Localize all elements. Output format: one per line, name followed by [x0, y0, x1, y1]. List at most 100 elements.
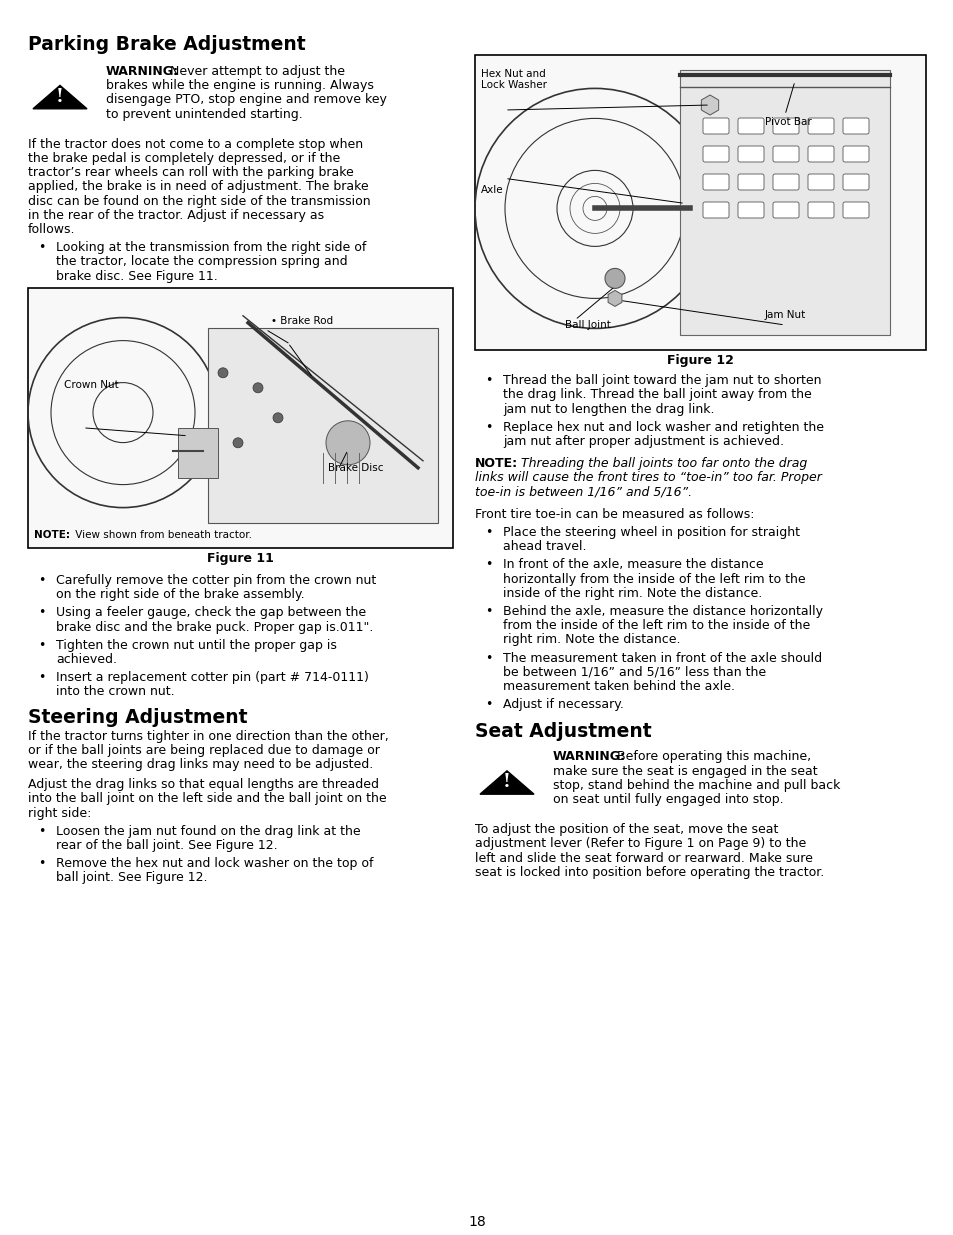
- FancyBboxPatch shape: [807, 146, 833, 162]
- Text: Steering Adjustment: Steering Adjustment: [28, 708, 247, 726]
- Text: If the tractor turns tighter in one direction than the other,: If the tractor turns tighter in one dire…: [28, 730, 388, 742]
- Text: disengage PTO, stop engine and remove key: disengage PTO, stop engine and remove ke…: [106, 94, 387, 106]
- Text: !: !: [502, 773, 511, 792]
- Text: •: •: [484, 652, 492, 664]
- Text: into the crown nut.: into the crown nut.: [56, 685, 174, 699]
- FancyBboxPatch shape: [807, 174, 833, 190]
- Text: be between 1/16” and 5/16” less than the: be between 1/16” and 5/16” less than the: [502, 666, 765, 679]
- FancyBboxPatch shape: [772, 203, 799, 219]
- Text: •: •: [484, 374, 492, 388]
- FancyBboxPatch shape: [842, 174, 868, 190]
- Text: !: !: [56, 88, 64, 106]
- Text: NOTE:: NOTE:: [34, 530, 70, 540]
- Text: •: •: [38, 606, 46, 620]
- Text: toe-in is between 1/16” and 5/16”.: toe-in is between 1/16” and 5/16”.: [475, 485, 691, 499]
- FancyBboxPatch shape: [772, 119, 799, 135]
- Text: jam nut after proper adjustment is achieved.: jam nut after proper adjustment is achie…: [502, 435, 783, 448]
- Text: measurement taken behind the axle.: measurement taken behind the axle.: [502, 680, 734, 693]
- FancyBboxPatch shape: [772, 146, 799, 162]
- Text: Threading the ball joints too far onto the drag: Threading the ball joints too far onto t…: [517, 457, 806, 471]
- Text: achieved.: achieved.: [56, 653, 117, 666]
- Text: Pivot Bar: Pivot Bar: [764, 117, 811, 127]
- Text: Remove the hex nut and lock washer on the top of: Remove the hex nut and lock washer on th…: [56, 857, 374, 871]
- Text: into the ball joint on the left side and the ball joint on the: into the ball joint on the left side and…: [28, 793, 386, 805]
- Text: in the rear of the tractor. Adjust if necessary as: in the rear of the tractor. Adjust if ne…: [28, 209, 324, 222]
- Text: Carefully remove the cotter pin from the crown nut: Carefully remove the cotter pin from the…: [56, 574, 375, 587]
- FancyBboxPatch shape: [702, 174, 728, 190]
- Text: left and slide the seat forward or rearward. Make sure: left and slide the seat forward or rearw…: [475, 852, 812, 864]
- Text: Jam Nut: Jam Nut: [764, 310, 805, 320]
- FancyBboxPatch shape: [738, 203, 763, 219]
- Text: •: •: [38, 638, 46, 652]
- Text: Adjust if necessary.: Adjust if necessary.: [502, 698, 623, 711]
- Text: •: •: [484, 558, 492, 572]
- Polygon shape: [479, 771, 534, 794]
- Text: Axle: Axle: [480, 185, 503, 195]
- Text: Insert a replacement cotter pin (part # 714-0111): Insert a replacement cotter pin (part # …: [56, 671, 369, 684]
- Text: Behind the axle, measure the distance horizontally: Behind the axle, measure the distance ho…: [502, 605, 822, 618]
- Text: stop, stand behind the machine and pull back: stop, stand behind the machine and pull …: [553, 779, 840, 792]
- Text: Place the steering wheel in position for straight: Place the steering wheel in position for…: [502, 526, 800, 538]
- Text: Seat Adjustment: Seat Adjustment: [475, 722, 651, 741]
- Text: WARNING:: WARNING:: [106, 65, 179, 78]
- Text: brake disc and the brake puck. Proper gap is.011".: brake disc and the brake puck. Proper ga…: [56, 621, 373, 634]
- Text: links will cause the front tires to “toe-in” too far. Proper: links will cause the front tires to “toe…: [475, 472, 821, 484]
- Text: make sure the seat is engaged in the seat: make sure the seat is engaged in the sea…: [553, 764, 817, 778]
- Text: Using a feeler gauge, check the gap between the: Using a feeler gauge, check the gap betw…: [56, 606, 366, 620]
- Text: •: •: [38, 671, 46, 684]
- Text: •: •: [38, 574, 46, 587]
- Text: seat is locked into position before operating the tractor.: seat is locked into position before oper…: [475, 866, 823, 879]
- Text: the tractor, locate the compression spring and: the tractor, locate the compression spri…: [56, 256, 347, 268]
- Text: Brake Disc: Brake Disc: [328, 463, 383, 473]
- Text: View shown from beneath tractor.: View shown from beneath tractor.: [71, 530, 252, 540]
- Polygon shape: [33, 85, 87, 109]
- Text: Figure 11: Figure 11: [207, 552, 274, 564]
- Text: ball joint. See Figure 12.: ball joint. See Figure 12.: [56, 872, 208, 884]
- Text: horizontally from the inside of the left rim to the: horizontally from the inside of the left…: [502, 573, 804, 585]
- Circle shape: [233, 437, 243, 448]
- Text: Figure 12: Figure 12: [666, 354, 733, 367]
- Text: Parking Brake Adjustment: Parking Brake Adjustment: [28, 35, 305, 54]
- FancyBboxPatch shape: [702, 146, 728, 162]
- Text: Looking at the transmission from the right side of: Looking at the transmission from the rig…: [56, 241, 366, 254]
- Text: the drag link. Thread the ball joint away from the: the drag link. Thread the ball joint awa…: [502, 388, 811, 401]
- Text: Front tire toe-in can be measured as follows:: Front tire toe-in can be measured as fol…: [475, 508, 754, 521]
- Text: • Brake Rod: • Brake Rod: [271, 316, 333, 326]
- Circle shape: [326, 421, 370, 464]
- Text: Before operating this machine,: Before operating this machine,: [613, 751, 810, 763]
- Text: ahead travel.: ahead travel.: [502, 540, 586, 553]
- FancyBboxPatch shape: [807, 119, 833, 135]
- Text: Hex Nut and: Hex Nut and: [480, 69, 545, 79]
- Circle shape: [604, 268, 624, 289]
- FancyBboxPatch shape: [807, 203, 833, 219]
- Text: NOTE:: NOTE:: [475, 457, 517, 471]
- FancyBboxPatch shape: [772, 174, 799, 190]
- Text: •: •: [38, 241, 46, 254]
- Text: Never attempt to adjust the: Never attempt to adjust the: [166, 65, 345, 78]
- Text: brake disc. See Figure 11.: brake disc. See Figure 11.: [56, 269, 217, 283]
- Text: or if the ball joints are being replaced due to damage or: or if the ball joints are being replaced…: [28, 743, 379, 757]
- Text: adjustment lever (Refer to Figure 1 on Page 9) to the: adjustment lever (Refer to Figure 1 on P…: [475, 837, 805, 851]
- Text: tractor’s rear wheels can roll with the parking brake: tractor’s rear wheels can roll with the …: [28, 167, 354, 179]
- Text: Lock Washer: Lock Washer: [480, 80, 546, 90]
- FancyBboxPatch shape: [738, 146, 763, 162]
- Text: from the inside of the left rim to the inside of the: from the inside of the left rim to the i…: [502, 619, 809, 632]
- Text: right rim. Note the distance.: right rim. Note the distance.: [502, 634, 679, 646]
- Text: Ball Joint: Ball Joint: [564, 320, 610, 330]
- FancyBboxPatch shape: [702, 119, 728, 135]
- Text: •: •: [484, 526, 492, 538]
- Text: rear of the ball joint. See Figure 12.: rear of the ball joint. See Figure 12.: [56, 839, 277, 852]
- Text: The measurement taken in front of the axle should: The measurement taken in front of the ax…: [502, 652, 821, 664]
- Text: disc can be found on the right side of the transmission: disc can be found on the right side of t…: [28, 195, 370, 207]
- Bar: [679, 70, 889, 335]
- FancyBboxPatch shape: [738, 119, 763, 135]
- Text: right side:: right side:: [28, 806, 91, 820]
- Text: •: •: [38, 857, 46, 871]
- Text: applied, the brake is in need of adjustment. The brake: applied, the brake is in need of adjustm…: [28, 180, 368, 194]
- Bar: [208, 327, 437, 522]
- Text: the brake pedal is completely depressed, or if the: the brake pedal is completely depressed,…: [28, 152, 340, 165]
- Text: Loosen the jam nut found on the drag link at the: Loosen the jam nut found on the drag lin…: [56, 825, 360, 837]
- Text: •: •: [38, 825, 46, 837]
- Text: In front of the axle, measure the distance: In front of the axle, measure the distan…: [502, 558, 762, 572]
- Text: jam nut to lengthen the drag link.: jam nut to lengthen the drag link.: [502, 403, 714, 416]
